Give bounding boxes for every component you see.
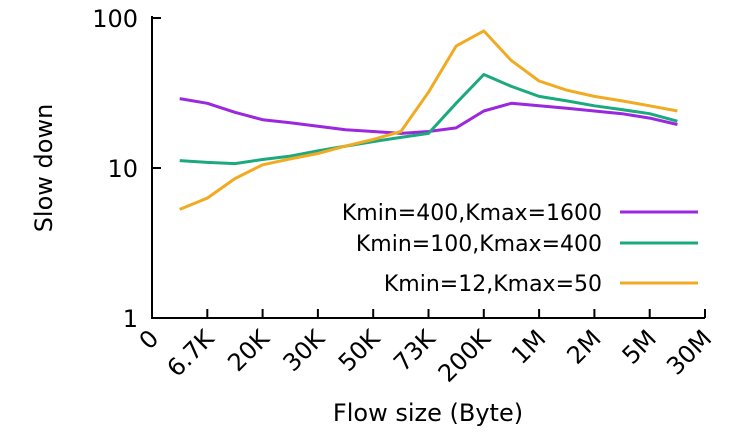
x-tick-label: 1M	[506, 324, 551, 369]
x-axis-title: Flow size (Byte)	[333, 399, 523, 427]
x-tick-label: 30K	[278, 324, 331, 377]
x-tick-label: 200K	[433, 324, 497, 388]
series-lines	[179, 29, 678, 211]
y-ticks: 1 10 100	[92, 5, 161, 333]
x-tick-label: 50K	[333, 324, 386, 377]
x-tick-label: 5M	[617, 324, 662, 369]
x-tick-label: 20K	[222, 324, 275, 377]
x-tick-label: 30M	[661, 324, 717, 380]
x-tick-label: 0	[134, 324, 165, 355]
y-axis-title: Slow down	[30, 104, 58, 233]
x-tick-label: 2M	[561, 324, 606, 369]
legend: Kmin=400,Kmax=1600 Kmin=100,Kmax=400 Kmin=…	[342, 201, 698, 297]
x-tick-label: 6.7K	[162, 324, 221, 383]
series-line	[179, 73, 678, 166]
y-tick-label: 10	[107, 155, 138, 183]
series-line	[179, 97, 678, 135]
legend-label: Kmin=12,Kmax=50	[384, 272, 602, 297]
legend-label: Kmin=100,Kmax=400	[356, 232, 602, 257]
y-tick-label: 100	[92, 5, 138, 33]
legend-label: Kmin=400,Kmax=1600	[342, 201, 602, 226]
y-tick-label: 1	[123, 305, 138, 333]
series-line	[179, 29, 678, 211]
